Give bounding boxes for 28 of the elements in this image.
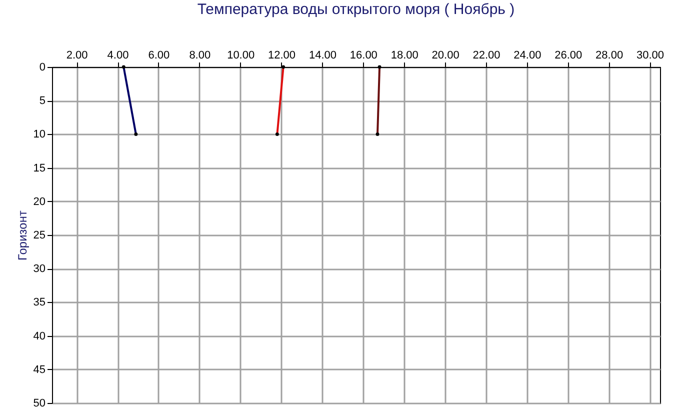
y-tick-label: 50 [33,398,46,410]
x-tick-label: 14.00 [308,50,336,62]
y-tick-label: 20 [33,196,46,208]
y-tick-label: 0 [39,62,46,74]
x-tick-label: 28.00 [596,50,624,62]
y-tick-label: 45 [33,364,46,376]
x-tick-label: 22.00 [472,50,500,62]
x-tick-label: 16.00 [350,50,378,62]
y-axis-title: Горизонт [15,210,30,260]
x-tick-label: 10.00 [227,50,255,62]
x-tick-label: 24.00 [514,50,542,62]
x-tick-label: 18.00 [390,50,418,62]
x-tick-label: 4.00 [107,50,129,62]
x-tick-label: 2.00 [66,50,88,62]
y-tick-label: 40 [33,330,46,342]
y-tick-label: 30 [33,263,46,276]
y-tick-label: 5 [39,95,46,108]
y-tick-label: 35 [33,296,46,309]
y-tick-label: 10 [33,128,46,141]
x-tick-label: 30.00 [636,50,664,62]
x-tick-label: 6.00 [148,50,170,62]
x-tick-label: 8.00 [189,50,211,62]
x-tick-label: 26.00 [554,50,582,62]
chart-title: Температура воды открытого моря ( Ноябрь ) [197,1,515,18]
y-tick-label: 15 [33,162,46,174]
x-tick-label: 20.00 [432,50,460,62]
y-tick-label: 25 [33,230,46,242]
x-tick-label: 12.00 [268,50,296,62]
